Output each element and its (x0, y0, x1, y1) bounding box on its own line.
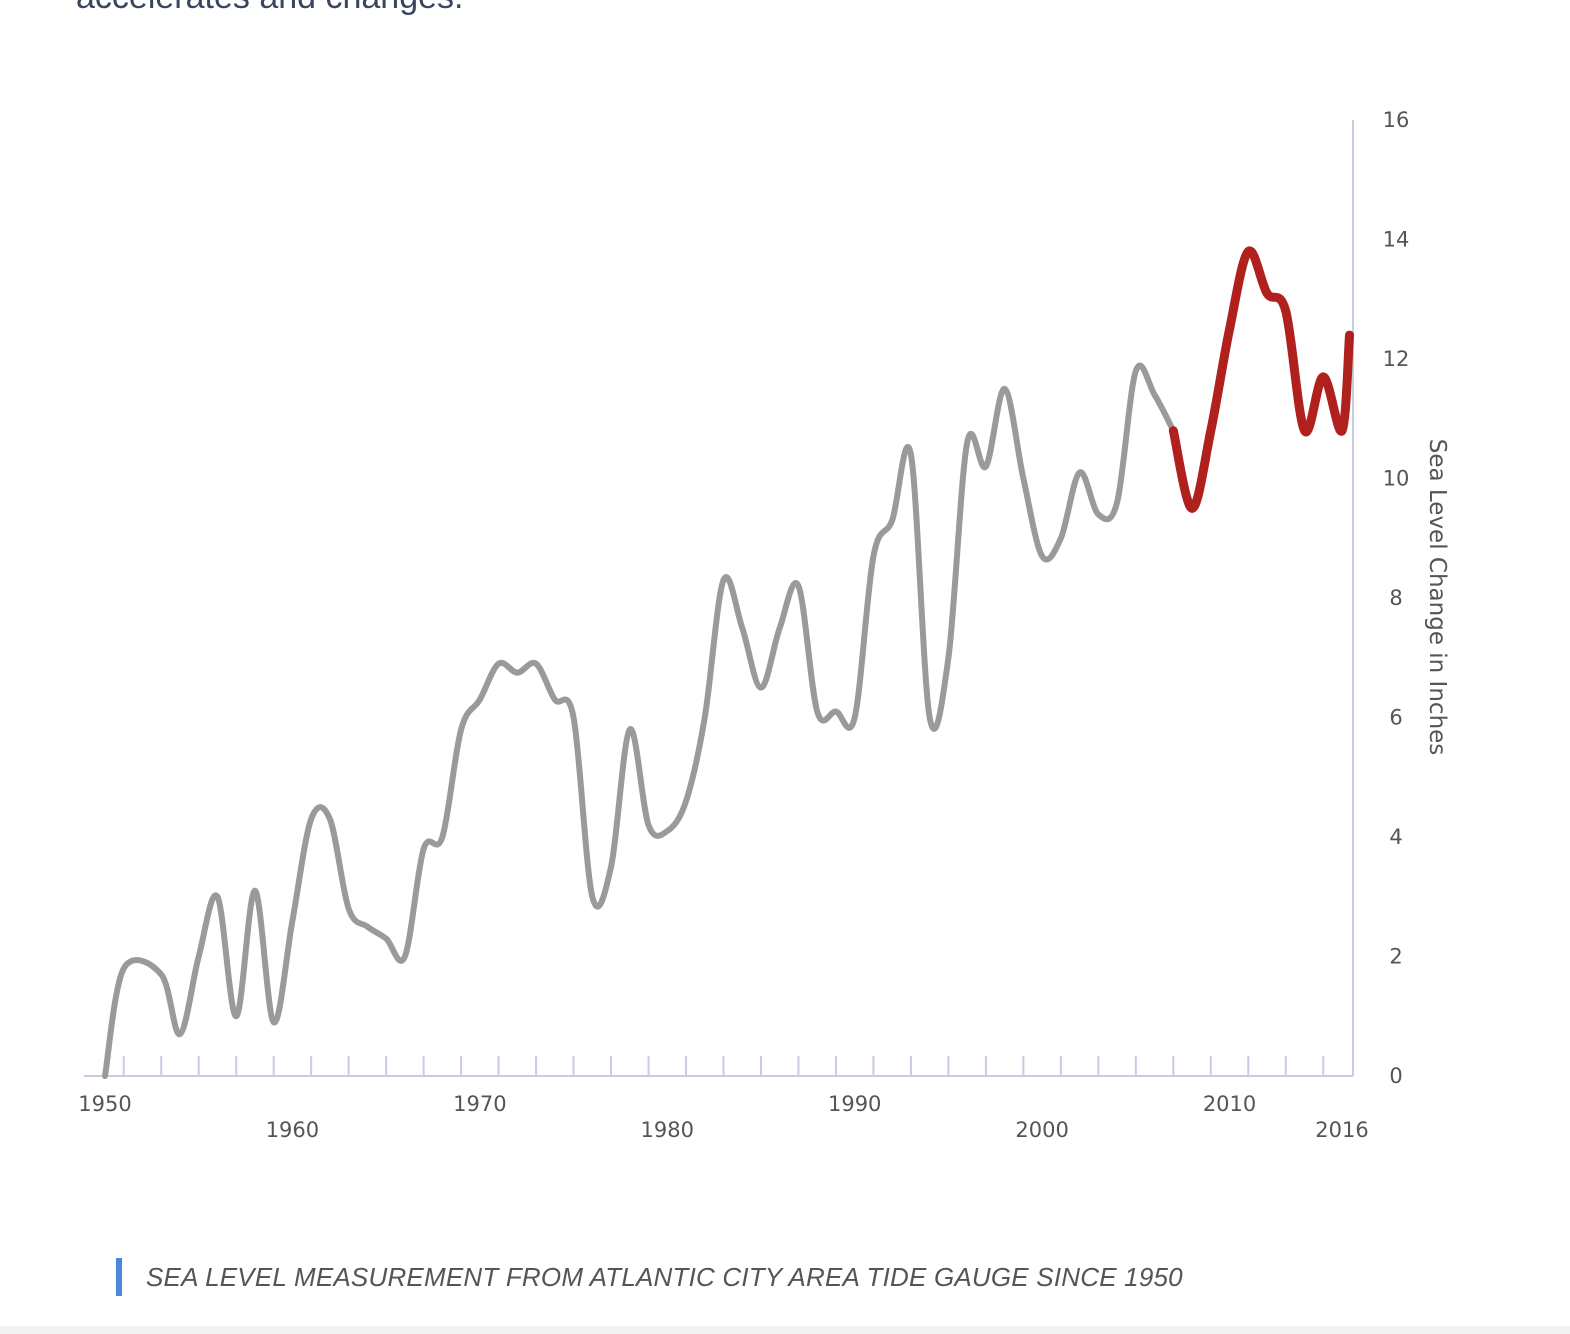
y-tick-label: 10 (1383, 467, 1410, 491)
y-tick-label: 2 (1389, 945, 1402, 969)
y-axis-title: Sea Level Change in Inches (1424, 439, 1450, 756)
recent-series-line (1168, 246, 1354, 513)
axis-layer (84, 120, 1354, 1077)
y-tick-label: 12 (1383, 347, 1410, 371)
page-bottom-divider (0, 1326, 1570, 1334)
x-tick-label: 1990 (828, 1092, 881, 1116)
y-tick-label: 6 (1389, 706, 1402, 730)
y-tick-label: 0 (1389, 1064, 1402, 1088)
x-tick-label: 1970 (453, 1092, 506, 1116)
x-tick-label: 1960 (266, 1118, 319, 1142)
x-tick-label: 2000 (1015, 1118, 1068, 1142)
x-tick-label: 2010 (1203, 1092, 1256, 1116)
y-tick-label: 4 (1389, 825, 1402, 849)
historic-series-line (102, 362, 1177, 1079)
label-layer: 0 2 4 6 8 10 12 14 16 1950 1970 1990 2010 1960 1980 200… (78, 108, 1409, 1142)
intro-text: accelerates and changes. (76, 0, 463, 17)
caption-text: SEA LEVEL MEASUREMENT FROM ATLANTIC CITY… (146, 1261, 1183, 1292)
x-tick-label: 2016 (1315, 1118, 1368, 1142)
figure-caption: SEA LEVEL MEASUREMENT FROM ATLANTIC CITY… (116, 1258, 1183, 1296)
y-tick-label: 16 (1383, 108, 1410, 132)
y-tick-label: 14 (1383, 228, 1410, 252)
y-tick-label: 8 (1389, 586, 1402, 610)
x-tick-label: 1950 (78, 1092, 131, 1116)
x-tick-label: 1980 (641, 1118, 694, 1142)
series-layer (102, 246, 1354, 1079)
